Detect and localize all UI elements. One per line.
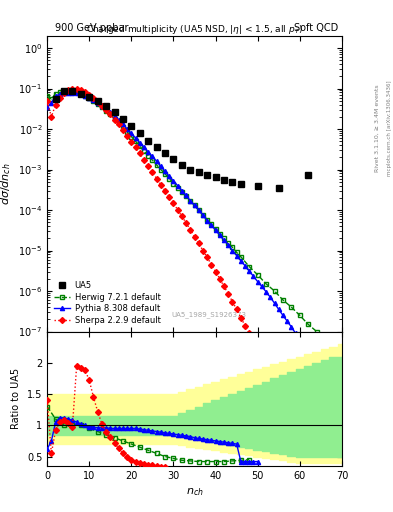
UA5 (205, 172, 209, 178)
UA5 (188, 166, 193, 173)
UA5 (306, 172, 310, 178)
Herwig 7.2.1 default (340, 353, 344, 359)
UA5 (196, 169, 201, 176)
UA5 (87, 94, 92, 100)
Sherpa 2.2.9 default (306, 452, 310, 458)
UA5 (129, 123, 134, 129)
UA5 (138, 130, 142, 136)
Sherpa 2.2.9 default (129, 139, 134, 145)
UA5 (230, 179, 235, 185)
Herwig 7.2.1 default (175, 185, 180, 191)
UA5 (213, 174, 218, 180)
Y-axis label: Ratio to UA5: Ratio to UA5 (11, 368, 21, 429)
Herwig 7.2.1 default (74, 90, 79, 96)
Sherpa 2.2.9 default (171, 200, 176, 206)
Legend: UA5, Herwig 7.2.1 default, Pythia 8.308 default, Sherpa 2.2.9 default: UA5, Herwig 7.2.1 default, Pythia 8.308 … (51, 279, 163, 327)
Pythia 8.308 default (230, 247, 235, 253)
Line: Pythia 8.308 default: Pythia 8.308 default (45, 91, 310, 355)
UA5 (95, 98, 100, 104)
Sherpa 2.2.9 default (302, 443, 307, 449)
Y-axis label: $d\sigma/dn_{ch}$: $d\sigma/dn_{ch}$ (0, 162, 13, 205)
Sherpa 2.2.9 default (45, 98, 50, 104)
Herwig 7.2.1 default (112, 116, 117, 122)
UA5 (79, 91, 83, 97)
UA5 (276, 185, 281, 191)
UA5 (104, 103, 108, 110)
Sherpa 2.2.9 default (230, 298, 235, 305)
UA5 (112, 109, 117, 115)
UA5 (62, 88, 66, 94)
UA5 (222, 177, 226, 183)
UA5 (239, 181, 243, 187)
UA5 (146, 138, 151, 144)
Line: Herwig 7.2.1 default: Herwig 7.2.1 default (45, 89, 344, 358)
Pythia 8.308 default (45, 104, 50, 110)
Text: 900 GeV ppbar: 900 GeV ppbar (55, 23, 129, 33)
Text: mcplots.cern.ch [arXiv:1306.3436]: mcplots.cern.ch [arXiv:1306.3436] (387, 80, 391, 176)
Sherpa 2.2.9 default (121, 127, 125, 133)
UA5 (70, 88, 75, 94)
Pythia 8.308 default (66, 90, 71, 96)
Herwig 7.2.1 default (66, 88, 71, 94)
Text: Rivet 3.1.10, ≥ 3.4M events: Rivet 3.1.10, ≥ 3.4M events (375, 84, 380, 172)
Text: Soft QCD: Soft QCD (294, 23, 338, 33)
Pythia 8.308 default (180, 187, 184, 194)
UA5 (255, 183, 260, 189)
UA5 (180, 162, 184, 168)
UA5 (154, 144, 159, 151)
Herwig 7.2.1 default (45, 93, 50, 99)
Line: UA5: UA5 (53, 89, 311, 191)
Text: UA5_1989_S1926373: UA5_1989_S1926373 (172, 312, 247, 318)
Pythia 8.308 default (302, 345, 307, 351)
UA5 (121, 116, 125, 122)
UA5 (163, 151, 167, 157)
Title: Charged multiplicity (UA5 NSD, $|\eta|$ < 1.5, all $p_T$): Charged multiplicity (UA5 NSD, $|\eta|$ … (86, 23, 303, 36)
Pythia 8.308 default (129, 131, 134, 137)
Herwig 7.2.1 default (226, 240, 231, 246)
Sherpa 2.2.9 default (70, 86, 75, 92)
UA5 (171, 156, 176, 162)
Sherpa 2.2.9 default (180, 213, 184, 219)
Herwig 7.2.1 default (53, 91, 58, 97)
X-axis label: $n_{ch}$: $n_{ch}$ (185, 486, 204, 498)
UA5 (53, 96, 58, 102)
Pythia 8.308 default (171, 178, 176, 184)
Herwig 7.2.1 default (87, 95, 92, 101)
Pythia 8.308 default (306, 350, 310, 356)
Line: Sherpa 2.2.9 default: Sherpa 2.2.9 default (45, 87, 310, 457)
Pythia 8.308 default (121, 121, 125, 127)
